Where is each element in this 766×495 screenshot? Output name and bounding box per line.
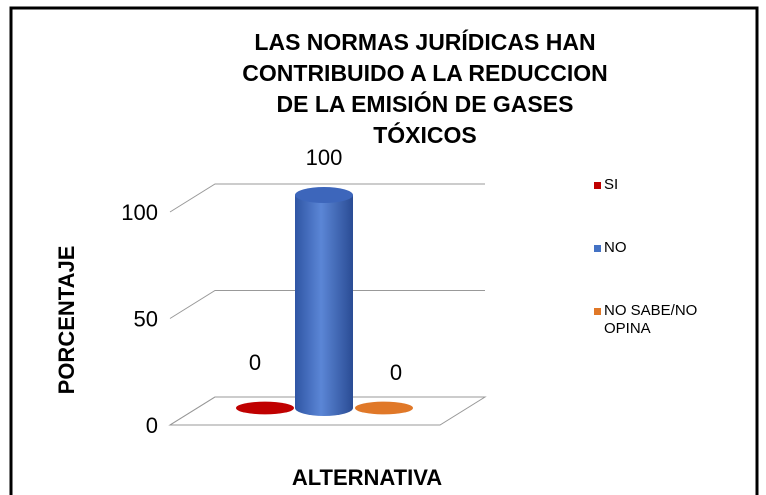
- chart-title: LAS NORMAS JURÍDICAS HAN CONTRIBUIDO A LA…: [242, 28, 607, 148]
- y-tick-label: 0: [146, 413, 158, 438]
- data-label: 100: [306, 145, 343, 170]
- grid-line: [169, 290, 485, 319]
- y-axis-label: PORCENTAJE: [54, 246, 79, 395]
- grid-line: [169, 396, 485, 426]
- legend-swatch: [594, 182, 601, 189]
- legend-label: NO SABE/NO OPINA: [604, 302, 698, 337]
- legend-label: NO: [604, 239, 627, 256]
- legend-swatch: [594, 245, 601, 252]
- legend-swatch: [594, 308, 601, 315]
- bar: [236, 401, 294, 415]
- data-label: 0: [249, 350, 261, 375]
- legend-label: SI: [604, 176, 619, 193]
- bar: [355, 401, 413, 415]
- y-tick-label: 100: [121, 200, 158, 225]
- frame: [9, 6, 759, 495]
- data-label: 0: [390, 360, 402, 385]
- bar: [295, 195, 353, 416]
- y-tick-label: 50: [134, 307, 158, 332]
- bar-top: [295, 187, 353, 203]
- x-axis-label: ALTERNATIVA: [292, 465, 442, 490]
- grid-line: [169, 183, 485, 213]
